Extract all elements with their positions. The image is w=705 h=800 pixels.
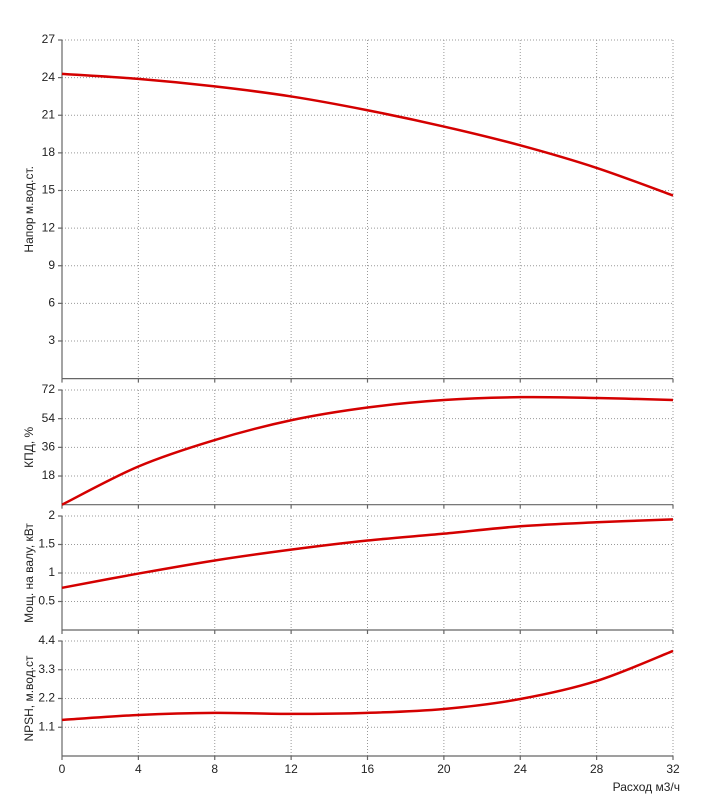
- x-tick-label: 12: [284, 762, 298, 776]
- y-tick-label: 2.2: [38, 691, 55, 705]
- y-tick-label: 6: [48, 296, 55, 310]
- x-axis-label: Расход м3/ч: [613, 780, 680, 794]
- y-tick-label: 0.5: [38, 594, 55, 608]
- y-tick-label: 3: [48, 333, 55, 347]
- y-tick-label: 18: [42, 468, 56, 482]
- y-tick-label: 9: [48, 258, 55, 272]
- y-tick-label: 12: [42, 220, 56, 234]
- x-tick-label: 28: [590, 762, 604, 776]
- x-tick-label: 0: [59, 762, 66, 776]
- y-tick-label: 15: [42, 183, 56, 197]
- y-axis-label: КПД, %: [22, 426, 36, 467]
- x-tick-label: 16: [361, 762, 375, 776]
- y-tick-label: 24: [42, 70, 56, 84]
- y-tick-label: 1: [48, 565, 55, 579]
- y-axis-label: NPSH, м.вод.ст: [22, 655, 36, 742]
- x-tick-label: 8: [211, 762, 218, 776]
- y-tick-label: 54: [42, 411, 56, 425]
- y-tick-label: 4.4: [38, 633, 55, 647]
- y-tick-label: 72: [42, 382, 56, 396]
- curve: [61, 72, 674, 197]
- curve: [61, 518, 674, 590]
- y-tick-label: 1.5: [38, 537, 55, 551]
- y-tick-label: 27: [42, 32, 56, 46]
- y-axis-label: Напор м.вод.ст.: [22, 166, 36, 253]
- x-tick-label: 20: [437, 762, 451, 776]
- x-tick-label: 4: [135, 762, 142, 776]
- x-tick-label: 24: [514, 762, 528, 776]
- y-axis-label: Мощ. на валу, кВт: [22, 523, 36, 623]
- x-tick-label: 32: [666, 762, 680, 776]
- y-tick-label: 18: [42, 145, 56, 159]
- y-tick-label: 21: [42, 107, 56, 121]
- curve: [61, 649, 674, 722]
- y-tick-label: 1.1: [38, 719, 55, 733]
- y-tick-label: 2: [48, 508, 55, 522]
- y-tick-label: 3.3: [38, 662, 55, 676]
- curve: [61, 395, 674, 506]
- y-tick-label: 36: [42, 440, 56, 454]
